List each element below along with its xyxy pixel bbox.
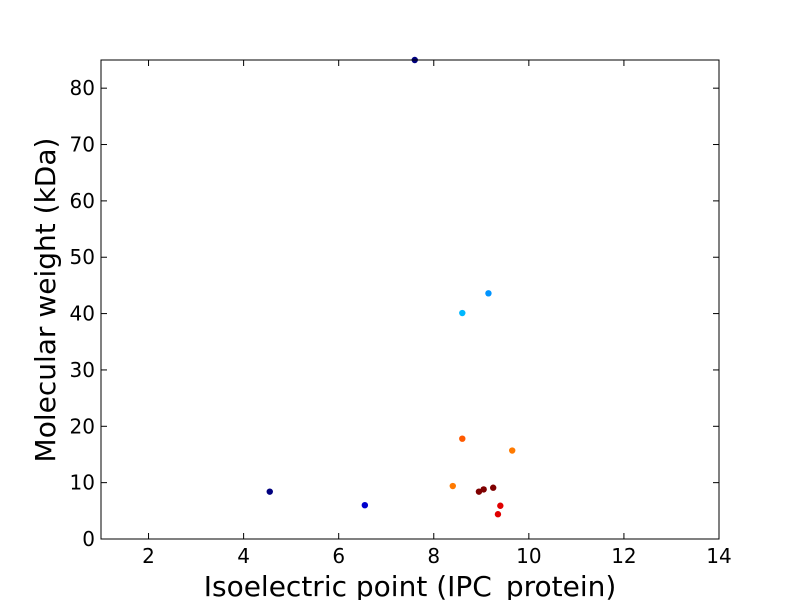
x-tick-label: 8 [427, 544, 440, 568]
y-tick-label: 40 [70, 302, 95, 326]
data-point [266, 488, 273, 495]
data-point [449, 482, 456, 490]
data-point [497, 502, 504, 509]
data-point [459, 309, 466, 317]
points-layer [266, 56, 516, 518]
y-tick-label: 80 [70, 76, 95, 100]
y-tick-label: 60 [70, 189, 95, 213]
x-tick-label: 2 [142, 544, 155, 568]
y-tick-label: 30 [70, 358, 95, 382]
data-point [361, 501, 369, 509]
data-point [494, 511, 502, 518]
x-axis-ticks: 2 4 6 8 10 12 14 [142, 60, 732, 568]
x-tick-label: 10 [516, 544, 541, 568]
data-point [489, 484, 497, 491]
y-axis-label: Molecular weight (kDa) [29, 138, 62, 463]
data-point [459, 435, 466, 442]
data-point [509, 447, 516, 454]
y-axis-ticks: 0 10 20 30 40 50 60 70 80 [70, 76, 719, 551]
data-point [480, 486, 487, 493]
x-tick-label: 6 [332, 544, 345, 568]
y-tick-label: 20 [70, 414, 95, 438]
x-axis-label: Isoelectric point (IPC_protein) [204, 570, 617, 600]
data-point [485, 290, 492, 297]
data-point [475, 488, 483, 495]
y-tick-label: 10 [70, 471, 95, 495]
plot-frame [100, 59, 720, 540]
y-tick-label: 0 [82, 527, 95, 551]
y-tick-label: 50 [70, 245, 95, 269]
x-tick-label: 4 [237, 544, 250, 568]
x-tick-label: 14 [706, 544, 731, 568]
x-tick-label: 12 [611, 544, 636, 568]
y-tick-label: 70 [70, 133, 95, 157]
